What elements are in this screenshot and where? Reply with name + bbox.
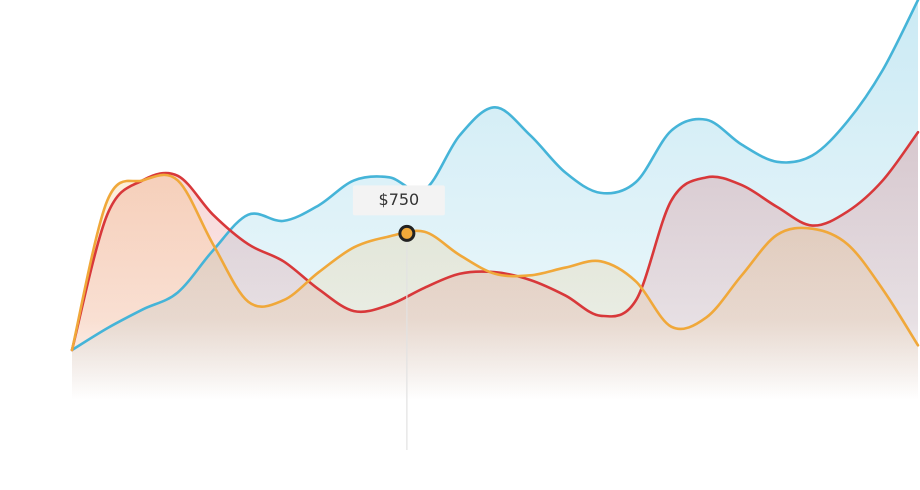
tooltip: $750 (352, 185, 445, 450)
lines (70, 0, 920, 352)
tooltip-label: $750 (379, 190, 420, 209)
line (70, 173, 920, 352)
areas (72, 0, 918, 420)
tooltip-box (352, 185, 445, 216)
line (70, 130, 920, 352)
point (398, 224, 416, 242)
area (72, 174, 918, 420)
line (70, 0, 920, 352)
